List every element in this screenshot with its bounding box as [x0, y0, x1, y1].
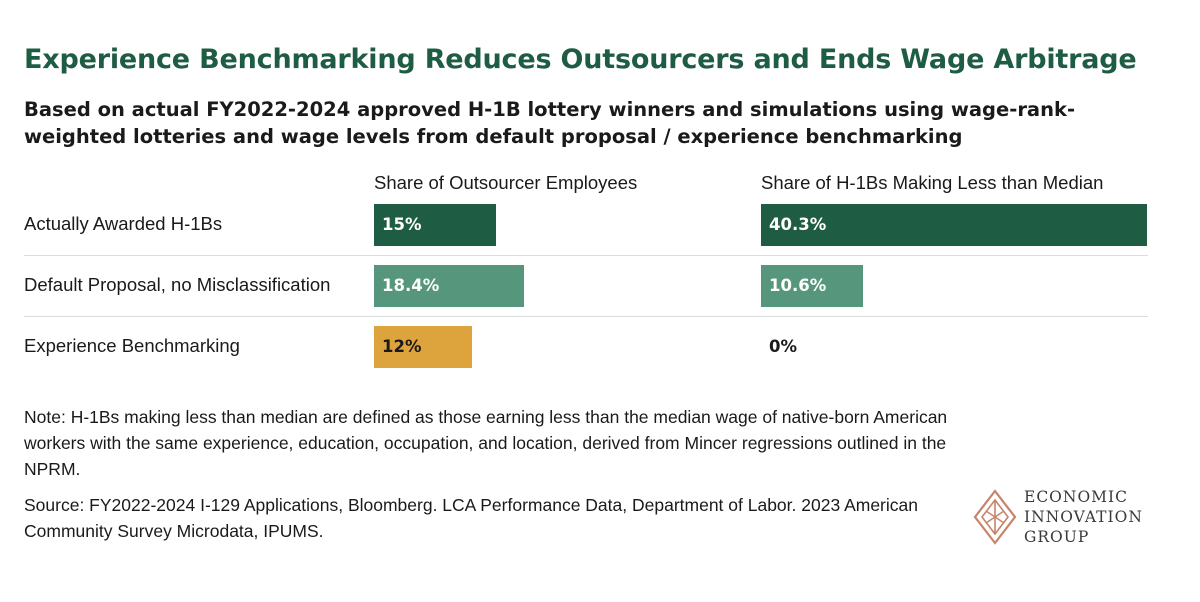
- logo-text-line: INNOVATION: [1024, 508, 1143, 526]
- panel-header-below-median: Share of H-1Bs Making Less than Median: [761, 172, 1104, 193]
- bar: [374, 204, 496, 246]
- bar: [374, 326, 472, 368]
- bar: [761, 265, 863, 307]
- bar-value-label: 15%: [382, 215, 422, 234]
- chart-note: Note: H-1Bs making less than median are …: [24, 407, 948, 479]
- bar-value-label: 0%: [769, 337, 798, 356]
- bar: [761, 204, 1147, 246]
- bar-value-label: 10.6%: [769, 276, 827, 295]
- eig-diamond-icon: [973, 489, 1017, 545]
- chart-source: Source: FY2022-2024 I-129 Applications, …: [24, 495, 918, 541]
- chart-subtitle: Based on actual FY2022-2024 approved H-1…: [24, 98, 1076, 148]
- row-label-default: Default Proposal, no Misclassification: [24, 274, 331, 295]
- bar-value-label: 40.3%: [769, 215, 827, 234]
- row-divider: [24, 255, 1148, 256]
- chart-title: Experience Benchmarking Reduces Outsourc…: [24, 44, 1137, 75]
- logo-text-line: GROUP: [1024, 528, 1090, 546]
- logo-text-line: ECONOMIC: [1024, 488, 1129, 506]
- panel-header-outsourcer: Share of Outsourcer Employees: [374, 172, 638, 193]
- row-label-benchmarking: Experience Benchmarking: [24, 335, 240, 356]
- bar-value-label: 12%: [382, 337, 422, 356]
- bar-value-label: 18.4%: [382, 276, 440, 295]
- bar: [374, 265, 524, 307]
- row-divider: [24, 316, 1148, 317]
- row-label-actual: Actually Awarded H-1Bs: [24, 213, 223, 234]
- eig-logo: ECONOMIC INNOVATION GROUP: [972, 488, 1152, 548]
